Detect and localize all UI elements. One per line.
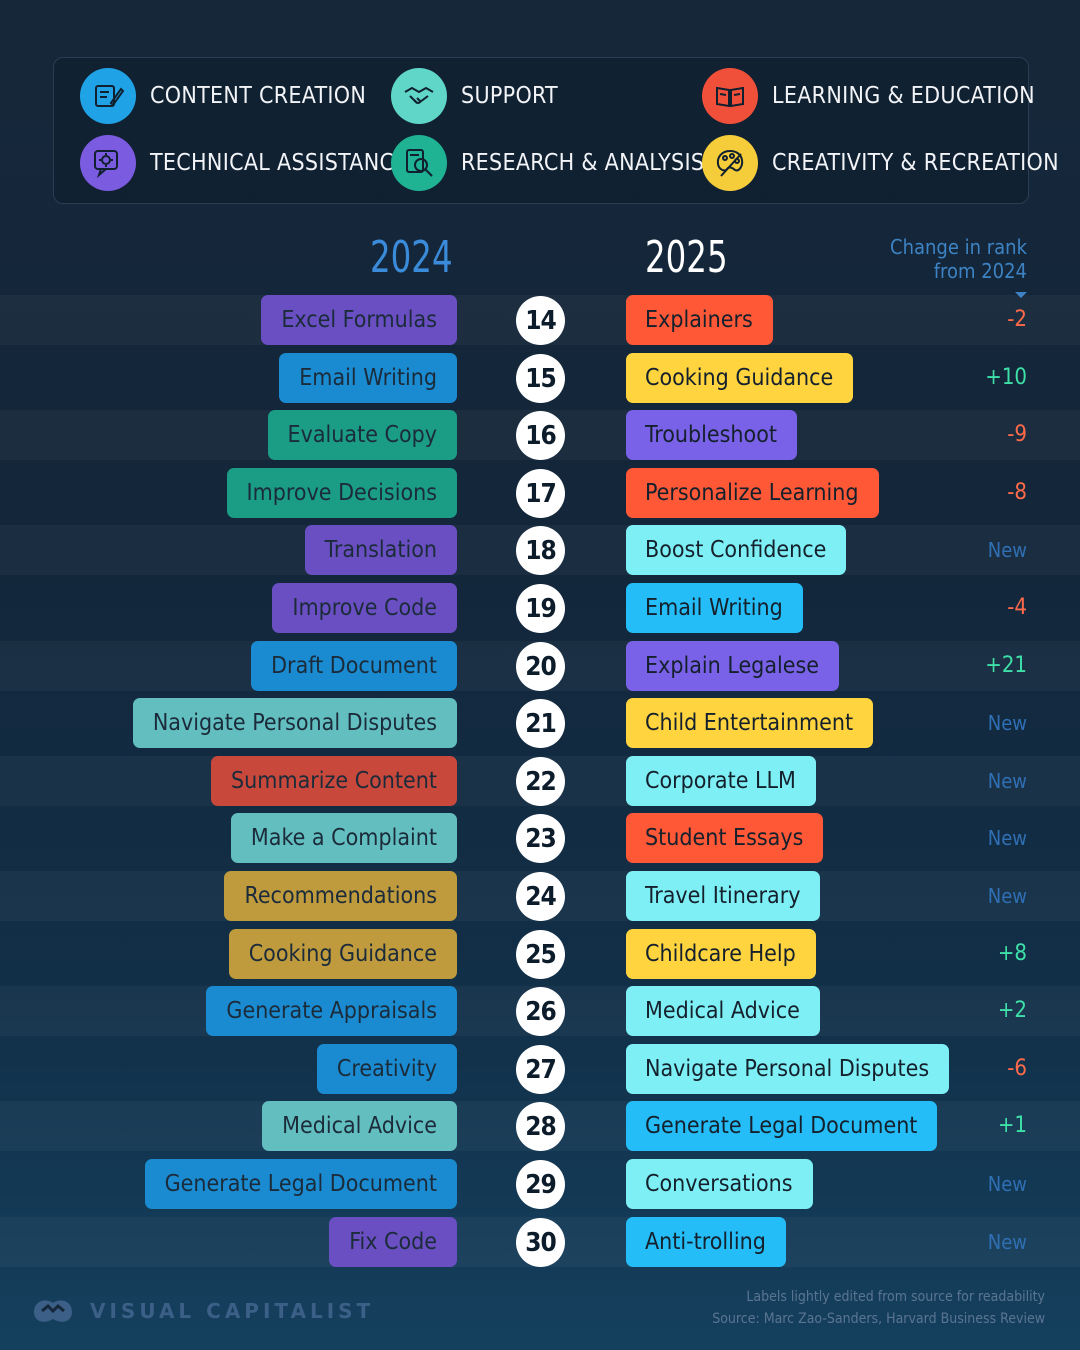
legend-item-content-creation: CONTENT CREATION (80, 68, 366, 124)
rank-badge: 17 (516, 469, 565, 518)
legend-item-technical-assistance: TECHNICAL ASSISTANCE (80, 135, 408, 191)
label-2025: Student Essays (626, 813, 824, 863)
label-2025: Boost Confidence (626, 525, 847, 575)
label-2024: Excel Formulas (261, 295, 457, 345)
rank-badge: 26 (516, 987, 565, 1036)
rank-badge: 28 (516, 1102, 565, 1151)
year-2024-heading: 2024 (370, 232, 453, 283)
label-2025: Conversations (626, 1159, 813, 1209)
footer-source: Source: Marc Zao-Sanders, Harvard Busine… (712, 1311, 1045, 1327)
label-2025: Explain Legalese (626, 641, 839, 691)
legend-label: RESEARCH & ANALYSIS (461, 150, 705, 176)
rank-badge: 27 (516, 1045, 565, 1094)
label-2024: Improve Decisions (226, 468, 457, 518)
rank-change: -6 (1007, 1056, 1027, 1081)
rank-change: New (987, 711, 1027, 735)
label-2025: Cooking Guidance (626, 353, 854, 403)
rank-change: -2 (1007, 307, 1027, 332)
label-2024: Summarize Content (211, 756, 457, 806)
label-2025: Navigate Personal Disputes (626, 1044, 950, 1094)
label-2025: Anti-trolling (626, 1217, 786, 1267)
year-2025-heading: 2025 (645, 232, 728, 283)
change-in-rank-text: Change in rank from 2024 (890, 235, 1027, 283)
label-2024: Cooking Guidance (228, 929, 457, 979)
logo-icon (34, 1300, 72, 1322)
label-2024: Improve Code (272, 583, 457, 633)
rank-change: New (987, 538, 1027, 562)
chevron-down-icon (1015, 292, 1027, 298)
footer-notes: Labels lightly edited from source for re… (712, 1286, 1045, 1330)
label-2024: Creativity (316, 1044, 457, 1094)
rank-badge: 19 (516, 584, 565, 633)
legend-label: TECHNICAL ASSISTANCE (150, 150, 408, 176)
label-2025: Personalize Learning (626, 468, 879, 518)
rank-badge: 15 (516, 354, 565, 403)
rank-badge: 29 (516, 1160, 565, 1209)
label-2025: Explainers (626, 295, 773, 345)
label-2024: Recommendations (224, 871, 457, 921)
rank-change: New (987, 826, 1027, 850)
handshake-icon (391, 68, 447, 124)
label-2024: Generate Legal Document (144, 1159, 457, 1209)
rank-badge: 24 (516, 872, 565, 921)
rank-badge: 23 (516, 814, 565, 863)
legend-label: CONTENT CREATION (150, 83, 367, 109)
rank-change: +8 (997, 941, 1027, 966)
legend-item-creativity-recreation: CREATIVITY & RECREATION (702, 135, 1059, 191)
rank-badge: 14 (516, 296, 565, 345)
label-2024: Make a Complaint (230, 813, 457, 863)
legend-item-learning-education: LEARNING & EDUCATION (702, 68, 1035, 124)
change-in-rank-heading: Change in rank from 2024 (887, 235, 1027, 283)
writing-icon (80, 68, 136, 124)
rank-change: New (987, 769, 1027, 793)
footer-note: Labels lightly edited from source for re… (746, 1289, 1045, 1305)
rank-change: +21 (985, 653, 1027, 678)
book-icon (702, 68, 758, 124)
rank-change: -8 (1007, 480, 1027, 505)
rank-change: +2 (997, 998, 1027, 1023)
rank-badge: 22 (516, 757, 565, 806)
rank-change: -4 (1007, 595, 1027, 620)
label-2025: Child Entertainment (626, 698, 874, 748)
label-2024: Translation (304, 525, 457, 575)
rank-badge: 16 (516, 411, 565, 460)
legend-label: SUPPORT (461, 83, 558, 109)
visual-capitalist-logo: VISUAL CAPITALIST (30, 1294, 374, 1328)
brand-name: VISUAL CAPITALIST (90, 1299, 375, 1323)
label-2024: Draft Document (251, 641, 457, 691)
label-2024: Fix Code (329, 1217, 457, 1267)
label-2024: Medical Advice (262, 1101, 457, 1151)
rank-change: New (987, 884, 1027, 908)
label-2024: Email Writing (279, 353, 457, 403)
label-2025: Medical Advice (626, 986, 820, 1036)
rank-change: -9 (1007, 422, 1027, 447)
legend-label: LEARNING & EDUCATION (772, 83, 1035, 109)
rank-change: New (987, 1230, 1027, 1254)
legend-label: CREATIVITY & RECREATION (772, 150, 1059, 176)
legend-item-support: SUPPORT (391, 68, 558, 124)
category-legend: CONTENT CREATION SUPPORT LEARNING & EDUC… (53, 57, 1059, 204)
rank-badge: 30 (516, 1218, 565, 1267)
label-2025: Corporate LLM (626, 756, 816, 806)
rank-badge: 21 (516, 699, 565, 748)
rank-badge: 25 (516, 930, 565, 979)
label-2024: Generate Appraisals (206, 986, 457, 1036)
rank-change: New (987, 1172, 1027, 1196)
rank-change: +10 (985, 365, 1027, 390)
legend-item-research-analysis: RESEARCH & ANALYSIS (391, 135, 704, 191)
gear-chat-icon (80, 135, 136, 191)
label-2025: Troubleshoot (626, 410, 797, 460)
label-2024: Evaluate Copy (267, 410, 457, 460)
rank-badge: 18 (516, 526, 565, 575)
label-2025: Email Writing (626, 583, 803, 633)
palette-icon (702, 135, 758, 191)
label-2025: Childcare Help (626, 929, 816, 979)
magnifier-doc-icon (391, 135, 447, 191)
label-2024: Navigate Personal Disputes (132, 698, 457, 748)
label-2025: Travel Itinerary (626, 871, 821, 921)
rank-change: +1 (997, 1113, 1027, 1138)
label-2025: Generate Legal Document (626, 1101, 938, 1151)
rank-badge: 20 (516, 642, 565, 691)
